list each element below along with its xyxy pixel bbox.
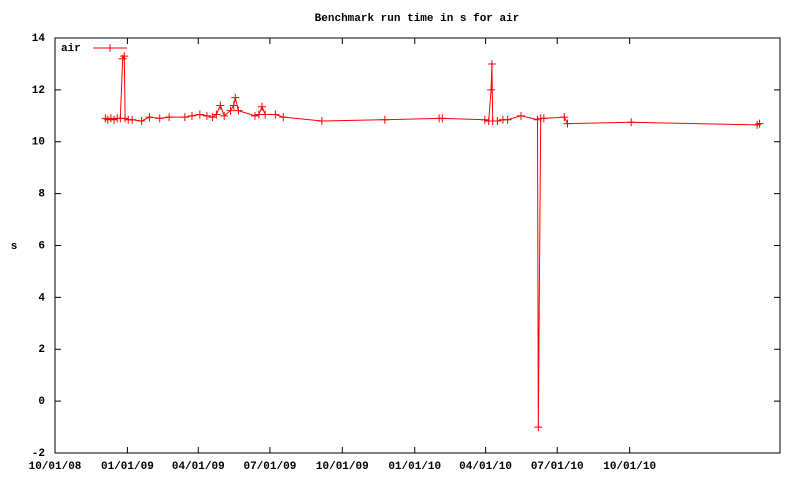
point bbox=[480, 115, 489, 124]
y-tick-label: 2 bbox=[38, 344, 45, 356]
point bbox=[155, 114, 164, 123]
point bbox=[231, 93, 240, 102]
point bbox=[627, 118, 636, 127]
point bbox=[229, 101, 238, 110]
point bbox=[279, 113, 288, 122]
point bbox=[145, 113, 154, 122]
point bbox=[220, 111, 229, 120]
point bbox=[120, 52, 129, 61]
chart-title: Benchmark run time in s for air bbox=[315, 13, 520, 25]
point bbox=[216, 101, 225, 110]
point bbox=[317, 117, 326, 125]
y-tick-label: 12 bbox=[32, 85, 45, 97]
point bbox=[137, 117, 146, 125]
x-tick-label: 04/01/10 bbox=[459, 461, 512, 473]
y-tick-label: 6 bbox=[38, 240, 45, 252]
point bbox=[212, 110, 221, 119]
series-line bbox=[105, 54, 760, 428]
point bbox=[271, 110, 280, 119]
y-tick-label: -2 bbox=[32, 448, 45, 460]
y-tick-label: 0 bbox=[38, 396, 45, 408]
y-axis-label: s bbox=[11, 241, 18, 253]
point bbox=[202, 111, 211, 120]
point bbox=[487, 59, 496, 68]
x-tick-label: 01/01/09 bbox=[101, 461, 154, 473]
point bbox=[250, 111, 259, 120]
point bbox=[563, 119, 572, 128]
y-tick-label: 14 bbox=[32, 33, 46, 45]
point bbox=[187, 111, 196, 120]
point bbox=[234, 106, 243, 115]
plot-frame bbox=[54, 37, 781, 454]
point bbox=[503, 115, 512, 124]
legend-label: air bbox=[61, 43, 81, 55]
point bbox=[380, 115, 389, 124]
point bbox=[517, 111, 526, 120]
x-tick-label: 10/01/08 bbox=[29, 461, 82, 473]
point bbox=[755, 119, 764, 128]
x-tick-label: 10/01/10 bbox=[603, 461, 656, 473]
point bbox=[195, 110, 204, 119]
point bbox=[261, 110, 270, 119]
y-tick-label: 4 bbox=[38, 292, 45, 304]
point bbox=[180, 113, 189, 122]
point bbox=[128, 115, 137, 124]
point bbox=[165, 113, 174, 122]
point bbox=[493, 117, 502, 125]
legend-marker bbox=[106, 44, 114, 52]
y-tick-label: 10 bbox=[32, 137, 45, 149]
point bbox=[487, 85, 496, 94]
point bbox=[534, 423, 543, 432]
y-tick-label: 8 bbox=[38, 189, 45, 201]
x-tick-label: 07/01/09 bbox=[243, 461, 296, 473]
x-tick-label: 01/01/10 bbox=[388, 461, 441, 473]
x-tick-label: 04/01/09 bbox=[172, 461, 225, 473]
x-tick-label: 10/01/09 bbox=[316, 461, 369, 473]
point bbox=[560, 113, 569, 122]
point bbox=[258, 102, 267, 111]
x-tick-label: 07/01/10 bbox=[531, 461, 584, 473]
point bbox=[226, 106, 235, 115]
point bbox=[438, 114, 447, 123]
point bbox=[539, 114, 548, 123]
